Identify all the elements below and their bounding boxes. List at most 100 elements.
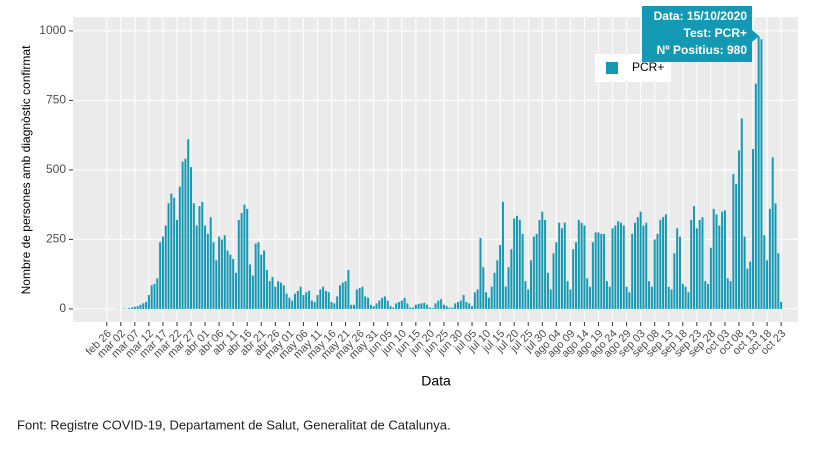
- bar: [704, 281, 707, 309]
- bar: [577, 219, 580, 309]
- bar: [237, 219, 240, 309]
- bar: [594, 232, 597, 309]
- bar: [738, 150, 740, 309]
- bar: [409, 307, 412, 309]
- bar: [563, 222, 566, 309]
- bar: [440, 299, 443, 309]
- bar: [538, 219, 541, 309]
- bar: [676, 228, 679, 309]
- bar: [583, 225, 586, 309]
- bar: [201, 201, 204, 309]
- bar: [476, 289, 479, 309]
- bar: [695, 228, 698, 309]
- bar: [521, 233, 524, 309]
- bar: [490, 286, 493, 309]
- bar: [459, 300, 462, 309]
- bar: [403, 297, 406, 309]
- bar: [195, 225, 198, 309]
- bar: [650, 286, 653, 309]
- bar: [608, 286, 611, 309]
- bar: [395, 303, 398, 309]
- bar: [156, 278, 159, 309]
- bar: [364, 296, 367, 309]
- bar: [178, 186, 181, 309]
- bar: [397, 301, 400, 309]
- bar: [209, 217, 212, 309]
- bar: [504, 286, 507, 309]
- bar: [406, 303, 409, 309]
- bar: [628, 292, 631, 309]
- bar: [131, 307, 133, 309]
- bar: [212, 242, 215, 309]
- bar: [473, 292, 476, 309]
- bar: [330, 301, 333, 309]
- bar: [254, 243, 257, 309]
- bar: [344, 281, 347, 309]
- bar: [218, 236, 221, 309]
- tooltip-line: Nº Positius: 980: [657, 43, 748, 57]
- tooltip: Data: 15/10/2020 Test: PCR+ Nº Positius:…: [642, 6, 759, 62]
- bar: [358, 288, 361, 309]
- bar: [161, 236, 164, 309]
- bar: [743, 236, 746, 309]
- bar: [277, 281, 280, 309]
- bar: [586, 278, 589, 309]
- bar: [445, 306, 448, 309]
- bar: [257, 242, 260, 309]
- bar: [715, 214, 718, 309]
- bar: [600, 233, 603, 309]
- bar: [471, 306, 474, 309]
- bar: [572, 249, 575, 309]
- bar: [746, 268, 749, 309]
- legend-label: PCR+: [632, 60, 664, 74]
- bar: [145, 301, 148, 309]
- bar: [451, 307, 454, 309]
- bar: [544, 219, 547, 309]
- bar: [513, 218, 516, 309]
- bar: [150, 285, 153, 309]
- bar: [487, 297, 490, 309]
- source-note: Font: Registre COVID-19, Departament de …: [17, 417, 451, 432]
- bar: [617, 221, 620, 309]
- bar: [173, 197, 176, 309]
- bar: [493, 272, 496, 309]
- y-tick-label: 250: [46, 232, 66, 246]
- bar: [347, 270, 350, 309]
- bar: [392, 307, 395, 309]
- bar: [768, 208, 771, 309]
- bar: [479, 238, 482, 309]
- bar: [732, 174, 735, 309]
- x-axis-label: Data: [421, 373, 451, 389]
- bar: [355, 289, 358, 309]
- bar: [263, 250, 266, 309]
- bar: [589, 286, 592, 309]
- bar: [701, 217, 704, 309]
- bar: [434, 303, 437, 309]
- bar: [308, 290, 311, 309]
- bar: [423, 302, 426, 309]
- legend-swatch: [606, 62, 618, 74]
- bar: [426, 304, 429, 309]
- bar: [437, 300, 440, 309]
- bar: [389, 306, 392, 309]
- bar: [754, 83, 757, 309]
- bar: [243, 204, 246, 309]
- bar: [299, 286, 302, 309]
- bar: [271, 276, 274, 309]
- bar: [619, 222, 622, 309]
- bar: [268, 281, 271, 309]
- bar: [591, 242, 594, 309]
- bar: [175, 219, 178, 309]
- bar: [766, 260, 769, 309]
- bar: [631, 233, 634, 309]
- bar: [516, 215, 518, 309]
- bar: [442, 304, 445, 309]
- bar: [251, 275, 254, 309]
- bar: [291, 300, 294, 309]
- bar: [305, 292, 308, 309]
- bar: [496, 260, 499, 309]
- bar: [198, 206, 201, 309]
- bar: [507, 267, 510, 309]
- bar: [642, 225, 645, 309]
- bar: [170, 193, 173, 309]
